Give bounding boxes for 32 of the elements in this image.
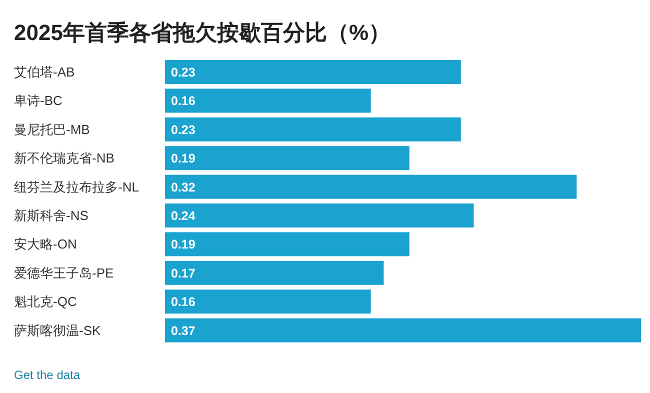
y-tick-label: 卑诗-BC (14, 93, 62, 108)
data-label: 0.19 (171, 238, 196, 252)
y-tick-label: 新斯科舍-NS (14, 208, 89, 223)
data-label: 0.16 (171, 295, 196, 310)
data-label: 0.37 (171, 324, 196, 338)
data-label: 0.32 (171, 180, 196, 194)
bar (165, 174, 577, 199)
data-label: 0.24 (171, 209, 196, 223)
y-tick-label: 艾伯塔-AB (14, 64, 75, 80)
y-tick-label: 新不伦瑞克省-NB (14, 150, 114, 166)
y-tick-label: 魁北克-QC (14, 294, 77, 310)
y-tick-label: 曼尼托巴-MB (14, 122, 90, 137)
data-label: 0.19 (171, 152, 196, 166)
bar (165, 146, 410, 170)
bar (165, 60, 461, 84)
y-tick-label: 爱德华王子岛-PE (14, 265, 114, 280)
data-label: 0.23 (171, 122, 196, 137)
bar (165, 88, 371, 113)
y-tick-label: 纽芬兰及拉布拉多-NL (14, 179, 139, 194)
text: Get the data (14, 368, 80, 382)
bar (165, 117, 461, 142)
bar (165, 204, 474, 228)
chart-title: 2025年首季各省拖欠按歇百分比（%） (14, 20, 391, 45)
bar (165, 232, 410, 256)
bar (165, 318, 641, 342)
data-label: 0.16 (171, 94, 196, 108)
bar (165, 290, 371, 314)
y-tick-label: 萨斯喀彻温-SK (14, 322, 101, 338)
y-tick-label: 安大略-ON (14, 236, 77, 252)
data-label: 0.17 (171, 266, 196, 280)
bar (165, 260, 384, 285)
data-label: 0.23 (171, 66, 196, 80)
